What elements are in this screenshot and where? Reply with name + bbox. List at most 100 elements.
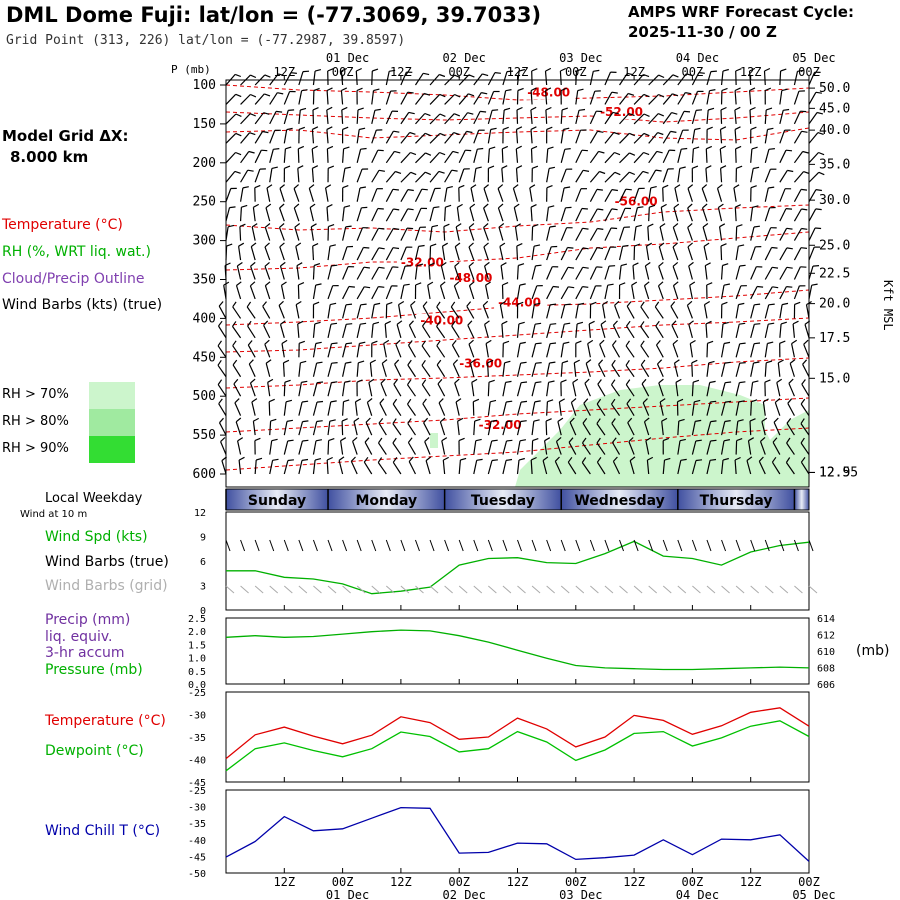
wind-barb-feather — [326, 456, 333, 461]
wind-barb — [473, 111, 481, 125]
wind-barb — [283, 401, 287, 416]
wind-barb-feather — [794, 301, 801, 305]
pressure-axis-title: P (mb) — [171, 63, 211, 76]
wind-barb — [575, 188, 582, 202]
wind-barb-feather — [640, 301, 645, 308]
wind-barb-feather — [644, 417, 650, 423]
wind-barb-feather — [710, 420, 717, 423]
grid-wind-barb — [458, 585, 468, 594]
wind-barb — [597, 383, 606, 397]
wind-barb — [407, 344, 416, 358]
wind-barb-feather — [441, 262, 447, 267]
wind-barb — [250, 266, 256, 280]
wind-barb-feather — [786, 418, 792, 424]
wind-barb-feather — [394, 150, 401, 154]
wind-barb — [655, 344, 664, 358]
wind-barb — [457, 421, 460, 436]
wind-barb — [735, 265, 741, 280]
wind-barb-feather — [315, 341, 322, 345]
wind-barb-feather — [308, 184, 315, 189]
legend-rh90-swatch — [89, 436, 135, 463]
wind-barb — [618, 246, 624, 261]
wind-barb-feather — [641, 378, 647, 385]
height-tick-label: 35.0 — [819, 157, 850, 172]
wind-barb — [604, 91, 613, 105]
wind-barb-feather — [535, 342, 542, 345]
wind-barb — [659, 226, 664, 241]
wind-barb — [734, 459, 737, 475]
wind-barb — [604, 246, 611, 261]
wind-barb — [393, 383, 402, 397]
wind-barb — [575, 208, 583, 222]
wind-barb — [298, 382, 302, 397]
wind-barb — [283, 382, 286, 397]
wind-barb — [581, 462, 591, 475]
wind-barb — [294, 227, 300, 241]
wind-barb — [377, 462, 387, 475]
wind-barb — [312, 421, 318, 436]
wind-barb-feather — [279, 203, 285, 209]
wind-barb-feather — [786, 247, 793, 250]
wind-barb-feather — [785, 457, 791, 463]
wind-barb — [554, 461, 562, 475]
wind-barb — [531, 421, 535, 436]
wind-barb — [596, 403, 606, 416]
wind-barb-feather — [506, 70, 514, 73]
wind-barb-feather — [695, 459, 703, 462]
wind-barb — [311, 129, 315, 144]
wind-barb-feather — [685, 92, 692, 95]
wind-barb-feather — [338, 456, 345, 461]
wind-barb — [469, 207, 475, 222]
wind-barb — [423, 422, 431, 436]
wind-barb-feather — [408, 111, 415, 115]
wind-barb-feather — [235, 151, 242, 156]
wind-barb — [283, 421, 288, 436]
pressure-tick-label: 614 — [817, 614, 835, 625]
wind-barb — [662, 187, 664, 202]
wind-barb-feather — [363, 246, 370, 249]
model-grid-label: Model Grid ΔX: — [2, 127, 129, 145]
wind-barb-feather — [219, 417, 224, 424]
wind-barb-feather — [772, 266, 779, 269]
height-tick-label: 12.95 — [819, 465, 858, 480]
wind-barb — [400, 246, 407, 261]
wind-barb-feather — [723, 341, 731, 345]
wind-barb — [619, 132, 630, 144]
wind-barb-feather — [582, 266, 589, 269]
wind-barb — [687, 207, 693, 222]
wind-barb-feather — [629, 171, 636, 176]
wind-barb — [716, 188, 723, 202]
surface-wind-barb — [648, 539, 654, 552]
wind-barb-feather — [392, 418, 397, 424]
wind-barb — [802, 364, 810, 378]
wind-barb-feather — [436, 359, 442, 366]
wind-barb — [487, 421, 492, 436]
wind-barb — [619, 113, 630, 125]
wind-barb-feather — [502, 282, 509, 286]
wind-barb — [589, 110, 597, 125]
wind-barb-feather — [314, 321, 321, 325]
wind-barb — [240, 151, 250, 164]
wind-barb-feather — [519, 283, 526, 286]
wind-barb-feather — [581, 457, 587, 463]
wind-barb-feather — [776, 378, 783, 383]
wind-barb — [677, 149, 682, 163]
grid-wind-barb — [750, 585, 760, 594]
wind-barb-feather — [800, 418, 805, 424]
wind-barb-feather — [372, 321, 380, 325]
wind-barb-feather — [378, 286, 385, 288]
wind-barb-feather — [235, 132, 242, 137]
wind-barb — [779, 170, 788, 183]
grid-wind-barb — [488, 585, 497, 594]
wind-barb-feather — [720, 106, 727, 111]
wind-barb-feather — [705, 320, 712, 325]
wind-barb — [793, 171, 804, 183]
wind-barb — [691, 401, 695, 416]
wind-barb-feather — [649, 204, 656, 208]
wind-barb-feather — [410, 300, 416, 306]
precip-tick-label: 2.5 — [188, 614, 206, 625]
wind-barb-feather — [521, 381, 528, 384]
wind-barb — [779, 323, 782, 338]
wind-barb — [531, 401, 536, 416]
wind-barb — [400, 189, 409, 203]
